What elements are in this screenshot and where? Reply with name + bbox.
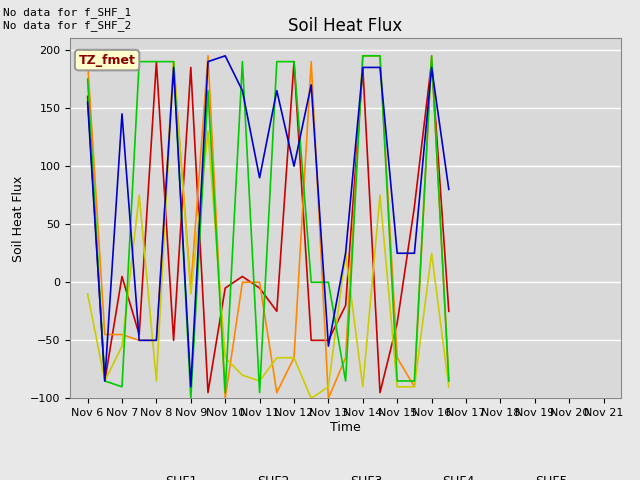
X-axis label: Time: Time — [330, 421, 361, 434]
Legend: SHF1, SHF2, SHF3, SHF4, SHF5: SHF1, SHF2, SHF3, SHF4, SHF5 — [119, 470, 572, 480]
Title: Soil Heat Flux: Soil Heat Flux — [289, 17, 403, 36]
Text: TZ_fmet: TZ_fmet — [79, 54, 136, 67]
Text: No data for f_SHF_1
No data for f_SHF_2: No data for f_SHF_1 No data for f_SHF_2 — [3, 7, 131, 31]
Y-axis label: Soil Heat Flux: Soil Heat Flux — [12, 175, 25, 262]
